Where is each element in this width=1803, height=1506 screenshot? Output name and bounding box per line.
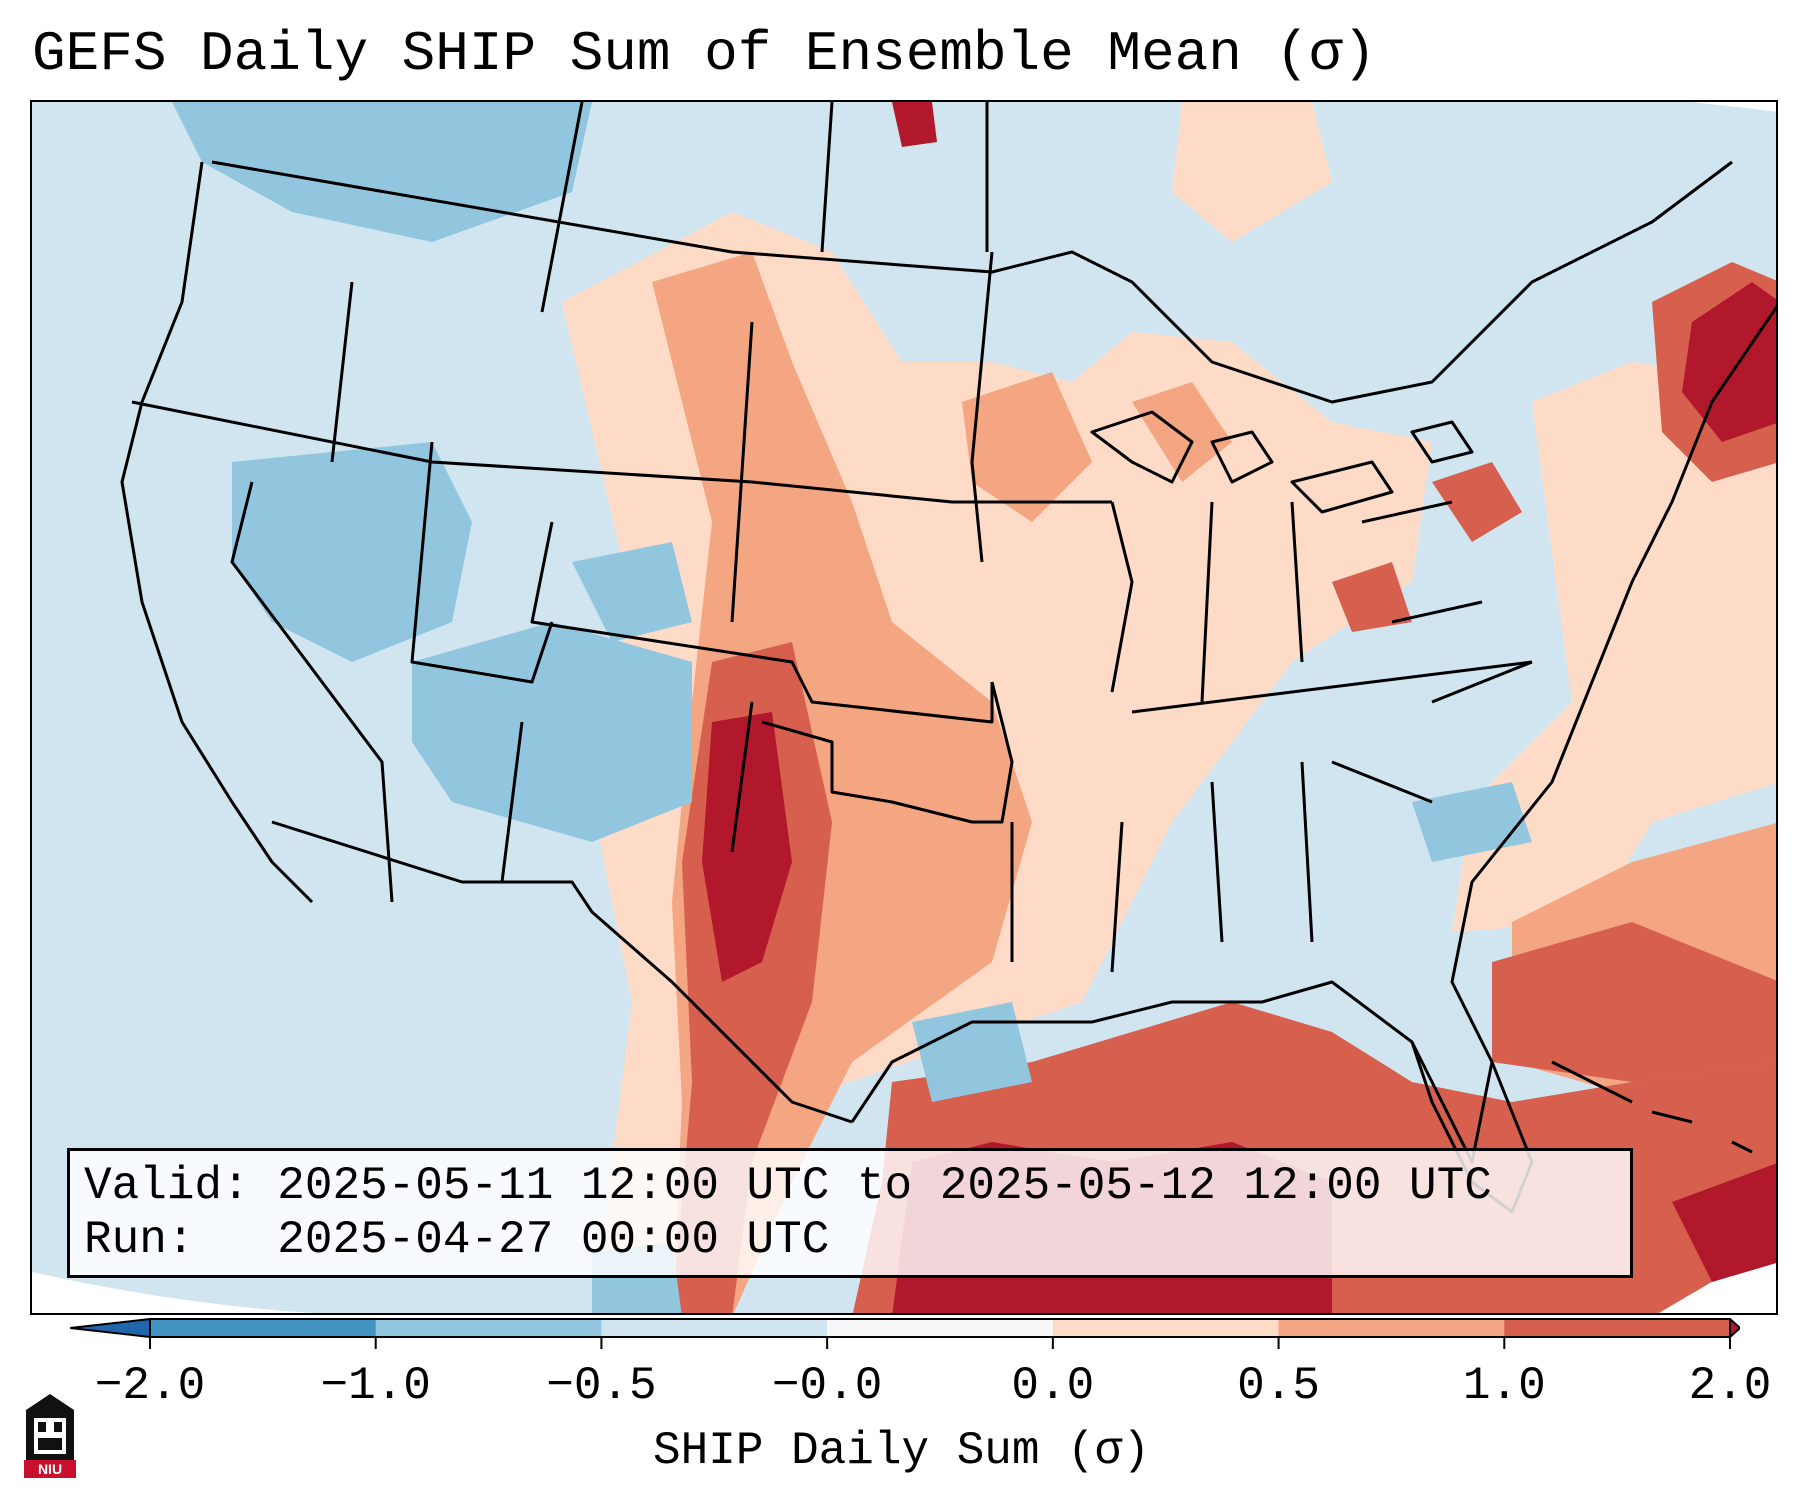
run-row: Run: 2025-04-27 00:00 UTC bbox=[84, 1213, 1630, 1267]
map-outlines bbox=[120, 102, 1776, 1214]
colorbar-segment bbox=[1278, 1319, 1505, 1337]
colorbar-segment bbox=[1052, 1319, 1280, 1337]
colorbar-tick-label: 0.0 bbox=[1011, 1360, 1095, 1412]
valid-label: Valid: bbox=[84, 1160, 250, 1212]
colorbar-extend-high bbox=[1729, 1318, 1740, 1340]
state-lines-north bbox=[330, 102, 994, 623]
colorbar-segments bbox=[70, 1318, 1740, 1340]
valid-run-infobox: Valid: 2025-05-11 12:00 UTC to 2025-05-1… bbox=[67, 1148, 1633, 1278]
mexico-border bbox=[271, 820, 853, 1124]
valid-value: 2025-05-11 12:00 UTC to 2025-05-12 12:00… bbox=[277, 1160, 1492, 1212]
colorbar-segment bbox=[1504, 1319, 1731, 1337]
west-coast bbox=[120, 161, 314, 904]
state-lines-middle bbox=[131, 400, 1112, 903]
outside-projection-top-right bbox=[1692, 102, 1776, 112]
colorbar bbox=[70, 1318, 1740, 1349]
outside-projection-bottom-left bbox=[32, 1272, 314, 1313]
colorbar-extend-low bbox=[70, 1318, 151, 1339]
colorbar-tick-labels: −2.0 −1.0 −0.5 −0.0 0.0 0.5 1.0 2.0 bbox=[0, 1360, 1803, 1420]
colorbar-ticks bbox=[149, 1337, 1731, 1349]
colorbar-label: SHIP Daily Sum (σ) bbox=[653, 1425, 1150, 1477]
map-panel bbox=[30, 100, 1778, 1315]
colorbar-tick-label: −2.0 bbox=[94, 1360, 206, 1412]
colorbar-segment bbox=[375, 1319, 602, 1337]
colorbar-segment bbox=[601, 1319, 828, 1337]
great-lakes bbox=[1090, 410, 1474, 514]
logo-text: NIU bbox=[38, 1461, 62, 1477]
colorbar-segment bbox=[827, 1319, 1054, 1337]
colorbar-tick-label: −1.0 bbox=[320, 1360, 431, 1412]
chart-title: GEFS Daily SHIP Sum of Ensemble Mean (σ) bbox=[32, 22, 1377, 86]
niu-logo-icon: NIU bbox=[24, 1394, 76, 1478]
state-lines-east bbox=[1110, 500, 1533, 804]
colorbar-tick-label: −0.5 bbox=[546, 1360, 657, 1412]
colorbar-tick-label: 2.0 bbox=[1688, 1360, 1772, 1412]
outside-projection-bottom-right bbox=[1611, 1225, 1776, 1313]
state-lines-south bbox=[730, 660, 1533, 973]
colorbar-tick-label: 1.0 bbox=[1462, 1360, 1546, 1412]
map-canvas bbox=[32, 102, 1776, 1313]
colorbar-segment bbox=[150, 1319, 377, 1337]
colorbar-tick-label: −0.0 bbox=[771, 1360, 883, 1412]
colorbar-frame bbox=[149, 1318, 1731, 1338]
colorbar-tick-label: 0.5 bbox=[1237, 1360, 1320, 1412]
valid-row: Valid: 2025-05-11 12:00 UTC to 2025-05-1… bbox=[84, 1159, 1630, 1213]
national-border bbox=[211, 160, 1733, 404]
run-value: 2025-04-27 00:00 UTC bbox=[277, 1214, 830, 1266]
run-label: Run: bbox=[84, 1214, 195, 1266]
gulf-coast bbox=[850, 305, 1776, 1164]
caribbean-islands bbox=[1551, 1060, 1753, 1154]
